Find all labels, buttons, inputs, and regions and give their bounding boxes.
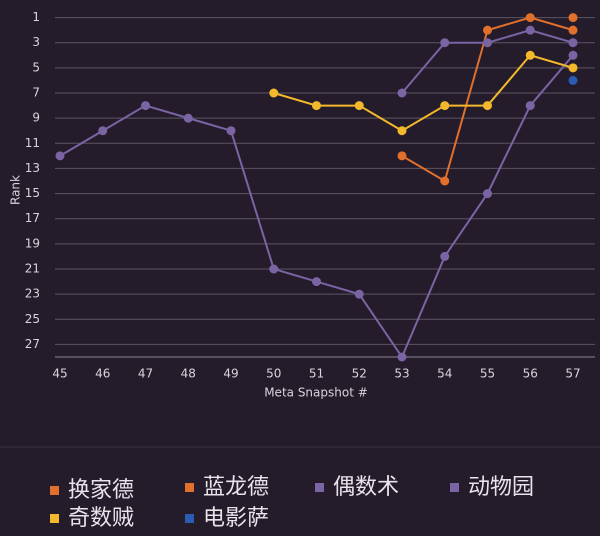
legend-item: 换家德 — [50, 478, 134, 503]
x-tick-label: 48 — [181, 367, 196, 381]
legend-label: 动物园 — [468, 475, 534, 500]
data-point — [440, 101, 450, 111]
data-point — [98, 126, 108, 136]
data-point — [568, 38, 578, 48]
data-point — [397, 352, 407, 362]
x-tick-label: 45 — [52, 367, 67, 381]
legend-swatch — [50, 486, 59, 495]
data-point — [525, 50, 535, 60]
x-tick-label: 56 — [523, 367, 538, 381]
data-point — [55, 151, 65, 161]
legend-label: 换家德 — [68, 478, 134, 503]
data-point — [269, 88, 279, 98]
y-axis-label: Rank — [9, 175, 23, 205]
series-line — [273, 54, 574, 132]
x-axis-label: Meta Snapshot # — [264, 386, 368, 400]
data-point — [568, 50, 578, 60]
data-point — [397, 126, 407, 136]
data-point — [312, 101, 321, 111]
x-tick-label: 46 — [95, 367, 110, 381]
legend-swatch — [450, 483, 459, 492]
data-point — [440, 176, 450, 186]
data-point — [483, 189, 492, 199]
x-tick-label: 47 — [138, 367, 153, 381]
x-tick-label: 51 — [309, 367, 324, 381]
legend-item: 电影萨 — [185, 506, 269, 531]
legend-swatch — [185, 483, 194, 492]
x-tick-label: 55 — [480, 367, 495, 381]
legend-label: 奇数贼 — [68, 506, 134, 531]
y-tick-label: 27 — [25, 337, 40, 351]
x-tick-label: 52 — [352, 367, 367, 381]
x-tick-label: 54 — [437, 367, 452, 381]
y-tick-label: 5 — [32, 60, 40, 74]
data-point — [483, 38, 492, 48]
data-point — [440, 251, 450, 261]
data-point — [354, 289, 364, 299]
y-tick-label: 17 — [25, 211, 40, 225]
y-tick-label: 9 — [32, 111, 40, 125]
data-point — [440, 38, 450, 48]
data-point — [525, 25, 535, 35]
y-tick-label: 13 — [25, 161, 40, 175]
data-point — [483, 25, 492, 35]
x-tick-label: 57 — [565, 367, 580, 381]
data-point — [226, 126, 236, 136]
y-tick-label: 1 — [32, 10, 40, 24]
legend-label: 偶数术 — [333, 475, 399, 500]
data-point — [183, 113, 193, 123]
data-point — [141, 101, 150, 111]
data-point — [312, 277, 321, 287]
legend-swatch — [185, 514, 194, 523]
data-point — [568, 25, 578, 35]
legend-item: 奇数贼 — [50, 506, 134, 531]
data-point — [525, 101, 535, 111]
y-tick-label: 23 — [25, 287, 40, 301]
legend-label: 蓝龙德 — [203, 475, 269, 500]
data-point — [568, 75, 578, 85]
data-point — [354, 101, 364, 111]
y-tick-label: 25 — [25, 312, 40, 326]
data-point — [483, 101, 492, 111]
data-point — [525, 13, 535, 23]
data-point — [397, 151, 407, 161]
x-tick-label: 49 — [223, 367, 238, 381]
legend-label: 电影萨 — [203, 506, 269, 531]
y-tick-label: 7 — [32, 86, 40, 100]
x-tick-label: 53 — [394, 367, 409, 381]
legend-item: 动物园 — [450, 475, 534, 500]
legend-item: 偶数术 — [315, 475, 399, 500]
data-point — [269, 264, 279, 274]
y-tick-label: 19 — [25, 236, 40, 250]
legend-swatch — [315, 483, 324, 492]
y-tick-label: 3 — [32, 35, 40, 49]
data-point — [568, 13, 578, 23]
legend-swatch — [50, 514, 59, 523]
x-tick-label: 50 — [266, 367, 281, 381]
legend-item: 蓝龙德 — [185, 475, 269, 500]
y-tick-label: 21 — [25, 262, 40, 276]
y-tick-label: 15 — [25, 186, 40, 200]
y-tick-label: 11 — [25, 136, 40, 150]
data-point — [397, 88, 407, 98]
data-point — [568, 63, 578, 73]
